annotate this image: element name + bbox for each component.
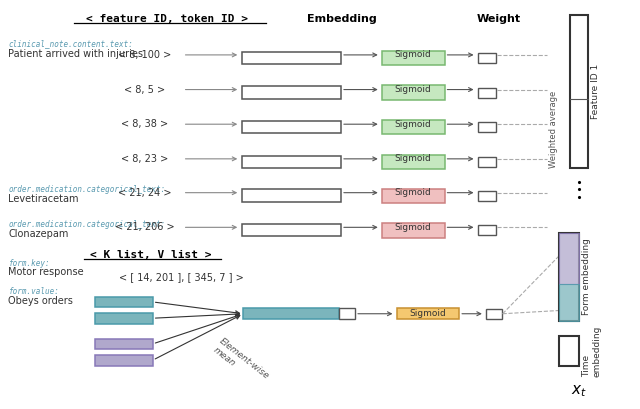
- Bar: [382, 51, 445, 65]
- Text: order.medication.categorical_text:: order.medication.categorical_text:: [8, 220, 166, 229]
- Text: Obeys orders: Obeys orders: [8, 296, 73, 306]
- Text: < 21, 206 >: < 21, 206 >: [115, 222, 174, 232]
- Text: $x_t$: $x_t$: [571, 383, 587, 399]
- Bar: [382, 223, 445, 238]
- Text: < 8, 38 >: < 8, 38 >: [121, 119, 168, 129]
- Bar: [242, 224, 341, 236]
- Text: form.key:: form.key:: [8, 259, 50, 268]
- Bar: [95, 297, 153, 307]
- Text: order.medication.categorical_text:: order.medication.categorical_text:: [8, 185, 166, 194]
- Text: Clonazepam: Clonazepam: [8, 229, 68, 239]
- Text: Sigmoid: Sigmoid: [395, 188, 431, 197]
- Bar: [478, 157, 496, 167]
- Bar: [382, 189, 445, 203]
- Bar: [559, 233, 579, 284]
- Text: Embedding: Embedding: [307, 14, 377, 24]
- Text: Time
embedding: Time embedding: [582, 325, 601, 377]
- Bar: [570, 15, 588, 168]
- Text: Sigmoid: Sigmoid: [395, 85, 431, 94]
- Text: Patient arrived with injuries: Patient arrived with injuries: [8, 49, 143, 59]
- Text: clinical_note.content.text:: clinical_note.content.text:: [8, 39, 133, 48]
- Text: Motor response: Motor response: [8, 267, 84, 277]
- Text: Feature ID 1: Feature ID 1: [591, 64, 600, 119]
- Text: < 8, 23 >: < 8, 23 >: [121, 154, 168, 164]
- Bar: [242, 121, 341, 133]
- Bar: [242, 52, 341, 64]
- Text: < feature ID, token ID >: < feature ID, token ID >: [86, 14, 248, 24]
- Text: Sigmoid: Sigmoid: [410, 309, 446, 318]
- Text: Sigmoid: Sigmoid: [395, 223, 431, 232]
- Text: Element-wise
mean: Element-wise mean: [211, 337, 271, 390]
- Bar: [559, 336, 579, 366]
- Text: Sigmoid: Sigmoid: [395, 120, 431, 129]
- Bar: [382, 120, 445, 135]
- Bar: [478, 191, 496, 201]
- Text: Weight: Weight: [477, 14, 521, 24]
- Text: < K list, V list >: < K list, V list >: [90, 250, 211, 260]
- Text: form.value:: form.value:: [8, 287, 60, 296]
- Bar: [478, 53, 496, 63]
- Bar: [397, 308, 460, 319]
- Text: Weighted average: Weighted average: [548, 90, 557, 168]
- Text: Sigmoid: Sigmoid: [395, 154, 431, 163]
- Bar: [559, 284, 579, 321]
- Bar: [242, 189, 341, 202]
- Bar: [478, 225, 496, 236]
- Bar: [243, 308, 339, 319]
- Bar: [339, 308, 355, 319]
- Text: < 21, 24 >: < 21, 24 >: [118, 188, 171, 198]
- Bar: [478, 88, 496, 98]
- Text: Form embedding: Form embedding: [582, 238, 591, 315]
- Bar: [242, 155, 341, 168]
- Bar: [242, 86, 341, 99]
- Bar: [95, 313, 153, 324]
- Text: < 8, 5 >: < 8, 5 >: [124, 85, 165, 94]
- Text: < 8, 100 >: < 8, 100 >: [118, 50, 171, 60]
- Text: Sigmoid: Sigmoid: [395, 50, 431, 59]
- Bar: [95, 339, 153, 349]
- Bar: [486, 309, 502, 319]
- Text: Levetiracetam: Levetiracetam: [8, 194, 79, 204]
- Bar: [382, 155, 445, 169]
- Bar: [95, 355, 153, 366]
- Bar: [478, 122, 496, 133]
- Text: < [ 14, 201 ], [ 345, 7 ] >: < [ 14, 201 ], [ 345, 7 ] >: [119, 272, 244, 282]
- Bar: [382, 85, 445, 100]
- Bar: [559, 233, 579, 321]
